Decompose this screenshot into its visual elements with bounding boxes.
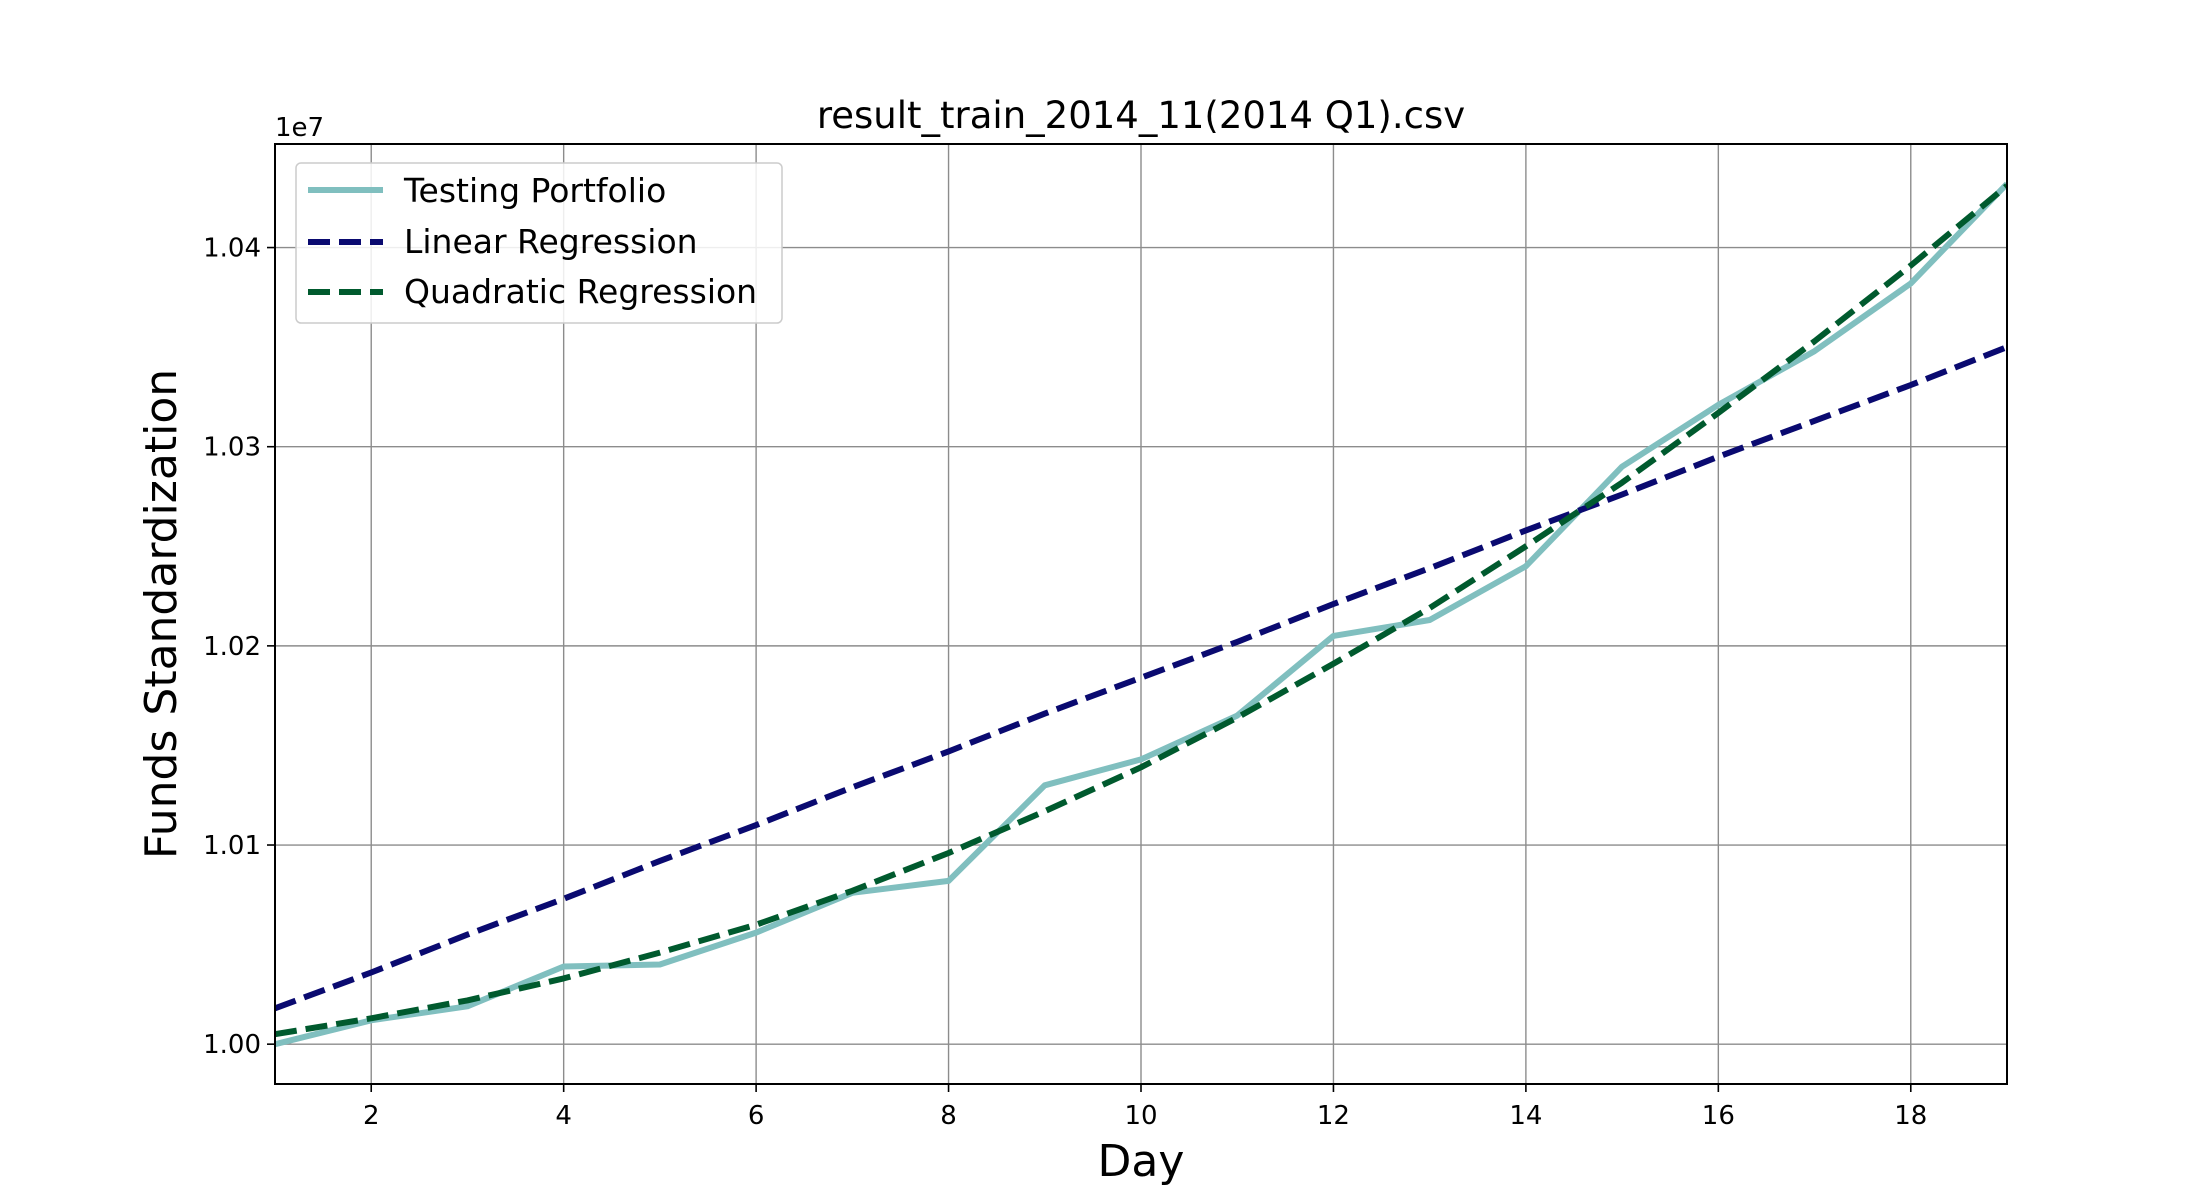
x-tick-label: 4 [555,1101,572,1131]
legend: Testing Portfolio Linear Regression Quad… [295,162,783,324]
series-layer [275,181,2007,1048]
x-tick-label: 10 [1124,1101,1157,1131]
legend-item-linear-regression: Linear Regression [308,222,698,261]
y-axis-ticks: 1.00 1.01 1.02 1.03 1.04 [203,234,275,1060]
legend-item-testing-portfolio: Testing Portfolio [308,171,666,210]
x-tick-label: 14 [1509,1101,1542,1131]
series-line-testing-portfolio [275,181,2007,1048]
x-tick-label: 8 [940,1101,957,1131]
x-tick-label: 18 [1894,1101,1927,1131]
legend-box [295,162,783,324]
series-line-quadratic-regression [275,183,2007,1038]
chart-title: result_train_2014_11(2014 Q1).csv [817,94,1465,137]
legend-label-testing-portfolio: Testing Portfolio [403,171,666,210]
y-tick-label: 1.03 [203,433,261,463]
legend-item-quadratic-regression: Quadratic Regression [308,272,757,311]
x-tick-label: 6 [748,1101,765,1131]
y-tick-label: 1.01 [203,831,261,861]
x-tick-label: 16 [1702,1101,1735,1131]
y-axis-offset-label: 1e7 [275,113,324,143]
y-tick-label: 1.02 [203,632,261,662]
x-tick-label: 12 [1317,1101,1350,1131]
y-axis-title: Funds Standardization [136,369,187,859]
x-axis-title: Day [1098,1136,1185,1187]
y-tick-label: 1.00 [203,1030,261,1060]
y-tick-label: 1.04 [203,234,261,264]
legend-label-linear-regression: Linear Regression [404,222,698,261]
x-tick-label: 2 [363,1101,380,1131]
x-axis-ticks: 2 4 6 8 10 12 14 16 18 [363,1084,1927,1131]
legend-label-quadratic-regression: Quadratic Regression [404,272,757,311]
